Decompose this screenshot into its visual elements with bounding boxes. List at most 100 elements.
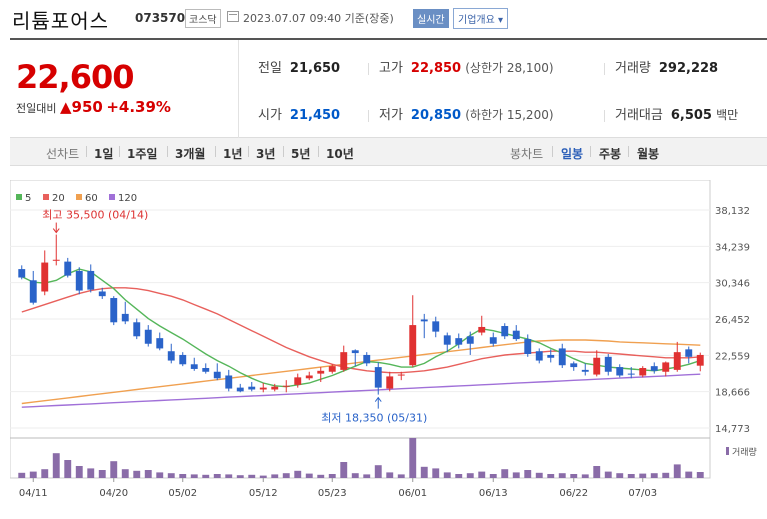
volume-bar (87, 468, 95, 478)
chart-frame (9, 179, 711, 479)
volume-bar (581, 474, 589, 478)
candle (167, 351, 175, 361)
legend-swatch (43, 194, 49, 200)
volume-bar (259, 475, 267, 478)
high-arrowhead (52, 228, 60, 234)
candle (455, 338, 463, 345)
stock-name: 리튬포어스 (12, 9, 109, 33)
volume-bar (328, 474, 336, 478)
realtime-button[interactable]: 실시간 (413, 9, 449, 28)
volume-label: 거래량 (732, 446, 757, 458)
candle (593, 357, 601, 375)
legend-label: 20 (52, 193, 65, 204)
x-tick-label: 05/12 (249, 488, 278, 499)
prev-close: 전일 21,650 (258, 61, 341, 76)
low-price: 저가 20,850 (하한가 15,200) (368, 104, 554, 123)
tab-weekly[interactable]: 주봉 (599, 147, 622, 161)
volume-bar (547, 474, 555, 478)
x-tick-label: 05/23 (318, 488, 347, 499)
candle (650, 366, 658, 371)
candle (64, 261, 72, 276)
tab-1d[interactable]: 1일 (94, 147, 114, 161)
candle (627, 373, 635, 375)
candle (432, 321, 440, 332)
candle (558, 348, 566, 366)
volume-bar (236, 475, 244, 478)
x-tick-label: 05/02 (168, 488, 197, 499)
volume-bar (179, 474, 187, 478)
volume-bar (133, 470, 141, 478)
current-price: 22,600 (16, 58, 134, 96)
candle (110, 298, 118, 323)
candle (547, 354, 555, 358)
candle (466, 336, 474, 344)
volume-bar (443, 472, 451, 478)
candle (144, 329, 152, 344)
volume-bar (305, 473, 313, 478)
candle (294, 377, 302, 385)
candle (75, 270, 83, 291)
volume-bar (604, 471, 612, 478)
change-value: ▲950 (59, 98, 103, 116)
price-chart[interactable]: 38,132 34,239 30,346 26,452 22,559 18,666 14,7… (9, 179, 767, 515)
quote-box: 22,600 전일대비 ▲950 +4.39% 전일 21,650 고가 22,85… (10, 38, 767, 138)
volume-bar (512, 472, 520, 478)
volume-bar (685, 471, 693, 478)
candle (87, 270, 95, 290)
volume-bar (662, 472, 670, 478)
volume-bar (98, 470, 106, 478)
high-price: 고가 22,850 (상한가 28,100) (368, 57, 554, 76)
candle (420, 319, 428, 322)
volume-bar (432, 468, 440, 478)
tab-1y[interactable]: 1년 (223, 147, 243, 161)
tab-3y[interactable]: 3년 (256, 147, 276, 161)
stock-header: 리튬포어스 073570 코스닥 2023.07.07 09:40 기준(장중)… (0, 0, 767, 36)
volume-bar (317, 474, 325, 478)
tab-monthly[interactable]: 월봉 (637, 147, 660, 161)
legend-swatch (76, 194, 82, 200)
candle (443, 335, 451, 345)
candle (317, 370, 325, 374)
tab-3m[interactable]: 3개월 (175, 147, 206, 161)
candle (409, 325, 417, 366)
volume-bar (420, 466, 428, 478)
candle (236, 387, 244, 392)
candle (248, 386, 256, 390)
candle (98, 291, 106, 297)
volume-bar (144, 470, 152, 478)
tab-5y[interactable]: 5년 (291, 147, 311, 161)
low-annotation: 최저 18,350 (05/31) (321, 412, 427, 425)
candle (328, 366, 336, 372)
candle (179, 354, 187, 365)
candle (41, 262, 49, 292)
volume-bar (340, 462, 348, 478)
tab-10y[interactable]: 10년 (326, 147, 354, 161)
candle (202, 368, 210, 372)
candle (363, 354, 371, 364)
market-badge: 코스닥 (185, 9, 221, 28)
volume-bar (570, 474, 578, 478)
volume-bar (696, 472, 704, 478)
candle (696, 354, 704, 366)
volume-bar (225, 474, 233, 478)
candle (386, 376, 394, 389)
tab-daily[interactable]: 일봉 (561, 147, 584, 161)
volume-bar (627, 474, 635, 478)
candle (190, 364, 198, 369)
volume-bar (650, 473, 658, 478)
candle (259, 387, 267, 390)
y-tick-label: 38,132 (715, 206, 750, 217)
candle (501, 326, 509, 337)
legend-label: 60 (85, 193, 98, 204)
y-tick-label: 14,773 (715, 424, 750, 435)
legend-label: 5 (25, 193, 31, 204)
candle (581, 369, 589, 372)
volume-bar (363, 474, 371, 478)
company-overview-dropdown[interactable]: 기업개요 ▾ (453, 8, 508, 29)
tab-1w[interactable]: 1주일 (127, 147, 158, 161)
volume-bar (202, 474, 210, 478)
ma120-line (21, 373, 701, 408)
volume-bar (52, 453, 60, 478)
volume-legend-swatch (726, 447, 729, 455)
candle (685, 349, 693, 357)
